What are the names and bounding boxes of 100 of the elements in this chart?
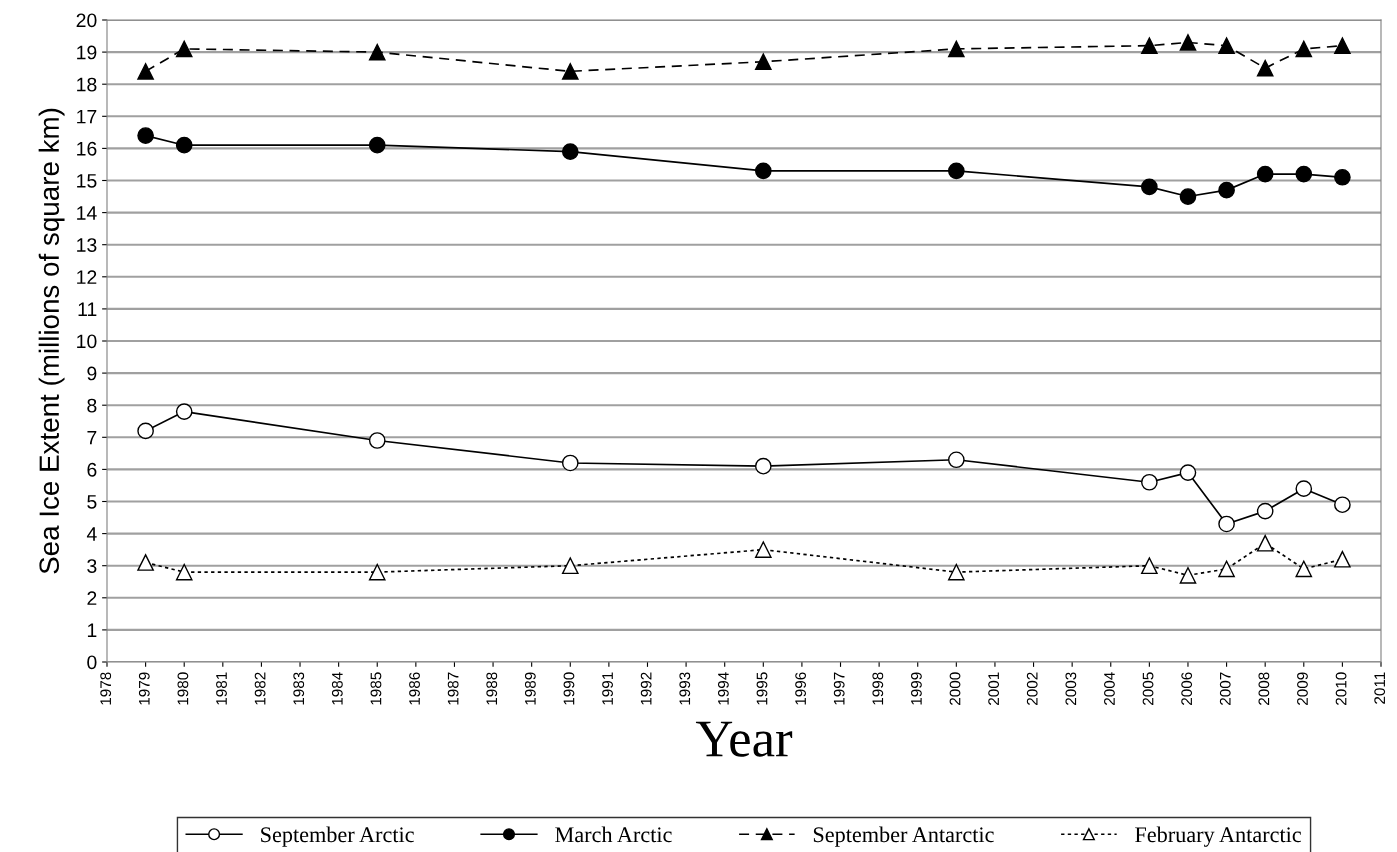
x-tick-label: 1981 xyxy=(216,672,227,705)
point xyxy=(561,454,579,472)
x-tick-label: 2002 xyxy=(1026,672,1038,705)
point xyxy=(754,457,772,475)
x-tick-label: 1978 xyxy=(100,672,112,705)
point xyxy=(368,43,386,61)
point xyxy=(1141,557,1158,575)
x-tick-label: 1997 xyxy=(833,672,845,705)
point xyxy=(368,432,386,449)
point xyxy=(561,143,579,160)
y-tick-label: 7 xyxy=(87,430,97,445)
point xyxy=(175,136,193,154)
x-tick-label: 2007 xyxy=(1219,672,1231,705)
x-tick-label: 1992 xyxy=(640,672,652,705)
y-tick-label: 18 xyxy=(77,77,97,92)
y-tick-label: 17 xyxy=(77,109,97,124)
y-tick-label: 15 xyxy=(77,174,97,188)
x-tick-label: 1982 xyxy=(254,672,266,705)
point xyxy=(561,557,579,575)
x-tick-label: 2011 xyxy=(1374,672,1386,704)
x-tick-label: 1993 xyxy=(679,672,691,705)
y-tick-label: 6 xyxy=(87,462,97,477)
x-tick-label: 2006 xyxy=(1181,672,1193,705)
point xyxy=(175,403,193,420)
x-tick-label: 1983 xyxy=(293,672,305,705)
x-tick-label: 2000 xyxy=(949,672,961,705)
x-tick-label: 2008 xyxy=(1258,672,1270,705)
point xyxy=(1295,480,1313,497)
point xyxy=(137,63,154,80)
point xyxy=(1179,188,1197,205)
x-tick-label: 1998 xyxy=(872,672,884,705)
point xyxy=(1295,560,1313,578)
point xyxy=(1179,566,1197,584)
point xyxy=(947,563,965,581)
point xyxy=(1256,165,1274,183)
point xyxy=(175,40,193,58)
point xyxy=(947,162,965,180)
point xyxy=(1179,464,1197,481)
point xyxy=(947,40,965,58)
x-tick-label: 1985 xyxy=(370,672,382,705)
point xyxy=(754,162,772,180)
y-tick-label: 12 xyxy=(77,270,97,284)
point xyxy=(1141,473,1158,491)
y-tick-label: 4 xyxy=(86,527,97,541)
y-axis-title: Sea Ice Extent (millions of square km) xyxy=(38,108,65,574)
x-tick-label: 1980 xyxy=(177,672,189,705)
point xyxy=(1256,59,1274,77)
point xyxy=(1334,496,1351,514)
x-tick-label: 1986 xyxy=(409,672,420,705)
point xyxy=(175,563,193,581)
x-tick-label: 2003 xyxy=(1065,672,1077,705)
point xyxy=(1218,515,1235,533)
x-tick-label: 1995 xyxy=(756,672,768,705)
y-tick-label: 13 xyxy=(77,238,97,252)
point xyxy=(1295,40,1313,58)
point xyxy=(1141,178,1158,196)
point xyxy=(1256,502,1274,520)
y-tick-label: 16 xyxy=(77,141,97,156)
point xyxy=(1179,34,1197,51)
point xyxy=(137,127,154,144)
x-tick-label: 1988 xyxy=(486,672,498,705)
point xyxy=(754,541,772,558)
y-tick-label: 20 xyxy=(76,13,97,28)
x-tick-label: 1984 xyxy=(331,672,343,705)
y-tick-label: 2 xyxy=(87,591,97,605)
x-tick-label: 1979 xyxy=(138,672,150,705)
point xyxy=(1141,37,1158,55)
x-axis-title: Year xyxy=(695,721,793,757)
y-tick-label: 3 xyxy=(87,559,97,573)
x-tick-label: 2005 xyxy=(1142,672,1154,705)
x-tick-label: 1996 xyxy=(795,672,807,705)
point xyxy=(137,422,154,440)
point xyxy=(368,563,386,581)
point xyxy=(1334,168,1351,186)
y-tick-label: 1 xyxy=(87,623,97,637)
point xyxy=(1218,181,1235,199)
x-tick-label: 2010 xyxy=(1335,672,1347,705)
point xyxy=(368,136,386,154)
y-tick-label: 5 xyxy=(87,495,97,509)
point xyxy=(137,554,154,571)
y-tick-label: 14 xyxy=(77,206,97,220)
point xyxy=(754,53,772,71)
y-tick-label: 11 xyxy=(78,302,97,316)
legend-label: September Arctic xyxy=(261,826,414,847)
legend-label: March Arctic xyxy=(555,826,672,843)
y-tick-label: 19 xyxy=(77,45,97,60)
point xyxy=(1218,560,1235,578)
x-tick-label: 1989 xyxy=(524,672,536,705)
y-tick-label: 0 xyxy=(87,655,97,670)
y-tick-label: 9 xyxy=(87,366,97,381)
point xyxy=(561,63,579,80)
point xyxy=(1334,550,1351,568)
x-tick-label: 1987 xyxy=(447,672,459,705)
point xyxy=(1295,165,1313,183)
point xyxy=(947,451,965,469)
y-tick-label: 10 xyxy=(77,334,97,349)
x-tick-label: 1994 xyxy=(717,672,729,705)
point xyxy=(1256,534,1274,552)
x-tick-label: 2004 xyxy=(1104,672,1115,705)
x-tick-label: 2001 xyxy=(988,672,1000,705)
